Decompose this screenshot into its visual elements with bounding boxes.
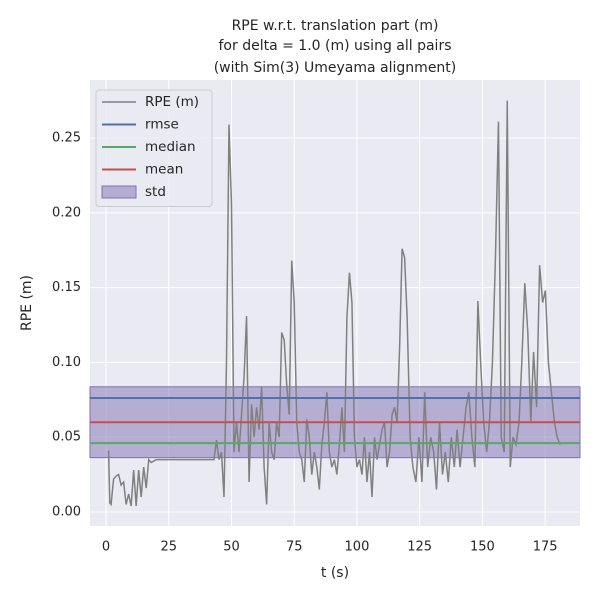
x-tick-label: 75 — [286, 540, 303, 555]
x-tick-label: 125 — [407, 540, 432, 555]
y-tick-label: 0.10 — [52, 355, 81, 370]
legend-swatch — [101, 185, 137, 199]
y-tick-label: 0.25 — [52, 131, 81, 146]
x-tick-label: 100 — [345, 540, 370, 555]
chart-title: for delta = 1.0 (m) using all pairs — [219, 38, 452, 54]
x-tick-label: 0 — [102, 540, 110, 555]
chart-title: RPE w.r.t. translation part (m) — [232, 18, 439, 34]
legend-label: mean — [145, 162, 183, 178]
x-tick-label: 175 — [533, 540, 558, 555]
x-tick-label: 150 — [470, 540, 495, 555]
legend-frame — [95, 89, 213, 207]
chart-title: (with Sim(3) Umeyama alignment) — [214, 60, 457, 76]
x-tick-label: 25 — [161, 540, 178, 555]
data-line — [107, 100, 561, 507]
y-tick-label: 0.20 — [52, 205, 81, 220]
x-axis-label: t (s) — [321, 565, 349, 581]
y-tick-label: 0.00 — [52, 504, 81, 519]
legend-label: rmse — [145, 117, 179, 133]
legend-label: median — [145, 139, 196, 155]
y-tick-label: 0.15 — [52, 280, 81, 295]
x-tick-label: 50 — [223, 540, 240, 555]
legend-label: std — [145, 184, 166, 200]
y-axis-label: RPE (m) — [19, 275, 35, 331]
legend-label: RPE (m) — [145, 94, 199, 110]
y-tick-label: 0.05 — [52, 430, 81, 445]
